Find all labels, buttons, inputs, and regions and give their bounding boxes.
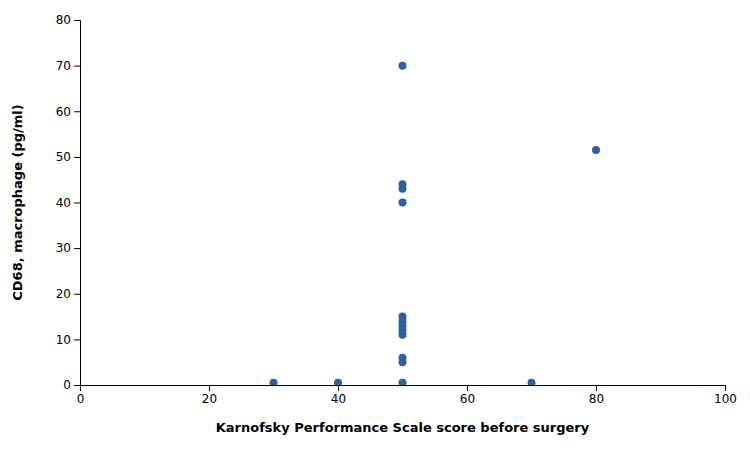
points <box>270 62 601 385</box>
tick-label: 10 <box>56 333 71 347</box>
tick-mark <box>74 203 80 204</box>
tick: 100 <box>714 385 737 406</box>
point <box>528 379 536 385</box>
tick-mark <box>725 385 726 391</box>
tick-mark <box>74 385 80 386</box>
tick-label: 20 <box>56 287 71 301</box>
tick-label: 50 <box>56 150 71 164</box>
tick-label: 60 <box>56 105 71 119</box>
tick-label: 60 <box>460 392 475 406</box>
tick-mark <box>209 385 210 391</box>
tick: 0 <box>63 378 80 392</box>
point <box>399 199 407 207</box>
axis-line <box>74 21 81 386</box>
tick: 70 <box>56 59 80 73</box>
tick-mark <box>74 339 80 340</box>
tick-mark <box>74 157 80 158</box>
plot: 0 20 40 60 80 100 0 10 20 30 40 50 60 70 80 <box>56 13 737 405</box>
point <box>270 379 278 385</box>
tick: 20 <box>202 385 217 406</box>
tick-mark <box>74 248 80 249</box>
tick-mark <box>338 385 339 391</box>
tick-label: 40 <box>56 196 71 210</box>
tick-mark <box>74 111 80 112</box>
tick-label: 80 <box>589 392 604 406</box>
tick-mark <box>74 20 80 21</box>
point <box>399 379 407 385</box>
tick-mark <box>74 66 80 67</box>
tick-label: 70 <box>56 59 71 73</box>
point <box>399 358 407 366</box>
tick: 0 <box>77 385 85 406</box>
chart: 0 20 40 60 80 100 0 10 20 30 40 50 60 70 80 Karnofsky P… <box>0 0 750 450</box>
tick: 50 <box>56 150 80 164</box>
point <box>334 379 342 385</box>
tick-label: 40 <box>331 392 346 406</box>
tick: 80 <box>56 13 80 27</box>
tick-mark <box>596 385 597 391</box>
tick: 30 <box>56 241 80 255</box>
tick: 60 <box>460 385 475 406</box>
tick: 10 <box>56 333 80 347</box>
y-axis-title: CD68, macrophage (pg/ml) <box>10 104 25 300</box>
y-axis: 0 10 20 30 40 50 60 70 80 <box>56 13 81 392</box>
tick-label: 100 <box>714 392 737 406</box>
tick-mark <box>467 385 468 391</box>
x-axis: 0 20 40 60 80 100 <box>77 385 737 406</box>
tick: 40 <box>331 385 346 406</box>
x-axis-title: Karnofsky Performance Scale score before… <box>216 420 590 435</box>
tick-mark <box>74 294 80 295</box>
tick-label: 80 <box>56 13 71 27</box>
tick: 80 <box>589 385 604 406</box>
point <box>399 331 407 339</box>
tick-label: 30 <box>56 241 71 255</box>
tick-label: 20 <box>202 392 217 406</box>
tick: 40 <box>56 196 80 210</box>
tick: 20 <box>56 287 80 301</box>
tick-label: 0 <box>63 378 71 392</box>
tick-label: 0 <box>77 392 85 406</box>
tick: 60 <box>56 105 80 119</box>
point <box>592 146 600 154</box>
point <box>399 62 407 70</box>
point <box>399 185 407 193</box>
axis-line <box>81 386 726 392</box>
